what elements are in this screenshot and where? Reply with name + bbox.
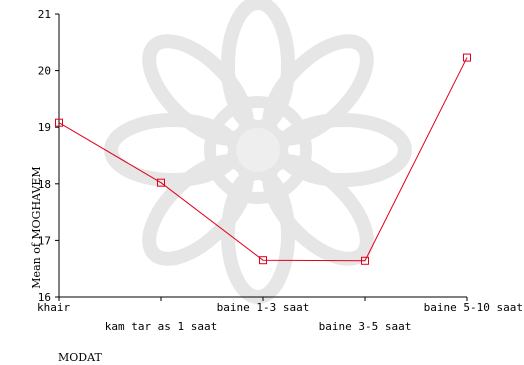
data-point-marker [259,256,267,265]
data-point-marker [157,178,165,187]
y-tick-label: 21 [38,8,51,21]
data-point-marker [361,256,369,265]
x-tick-label: baine 3-5 saat [319,320,412,333]
x-tick-label: kam tar as 1 saat [105,320,218,333]
x-tick-label: baine 1-3 saat [217,301,310,314]
watermark-petal [262,34,374,146]
series-line [58,57,468,262]
watermark-petal [142,154,254,266]
watermark-petal [104,113,242,187]
y-tick-label: 16 [38,291,51,304]
watermark-emblem [104,0,412,304]
y-tick-label: 17 [38,234,51,247]
x-axis-title: MODAT [58,351,102,364]
data-point-marker [55,118,63,127]
y-tick-label: 20 [38,65,51,78]
watermark-petal [274,113,412,187]
axes-layer: 16 17 18 19 20 21 khair kam tar as 1 saat baine … [37,8,523,333]
watermark-ring [204,96,312,204]
watermark-petal [262,154,374,266]
watermark-core [236,128,280,172]
data-point-marker [463,53,471,62]
y-tick-label: 18 [38,178,51,191]
x-tick-label: khair [37,301,70,314]
x-tick-label: baine 5-10 saat [424,301,523,314]
labels-layer: Mean of MOGHAVEM MODAT [30,166,102,364]
y-tick-label: 19 [38,121,51,134]
series-layer [55,53,471,265]
y-axis-title: Mean of MOGHAVEM [30,166,43,288]
watermark-petal [221,0,295,134]
watermark-petal [142,34,254,146]
